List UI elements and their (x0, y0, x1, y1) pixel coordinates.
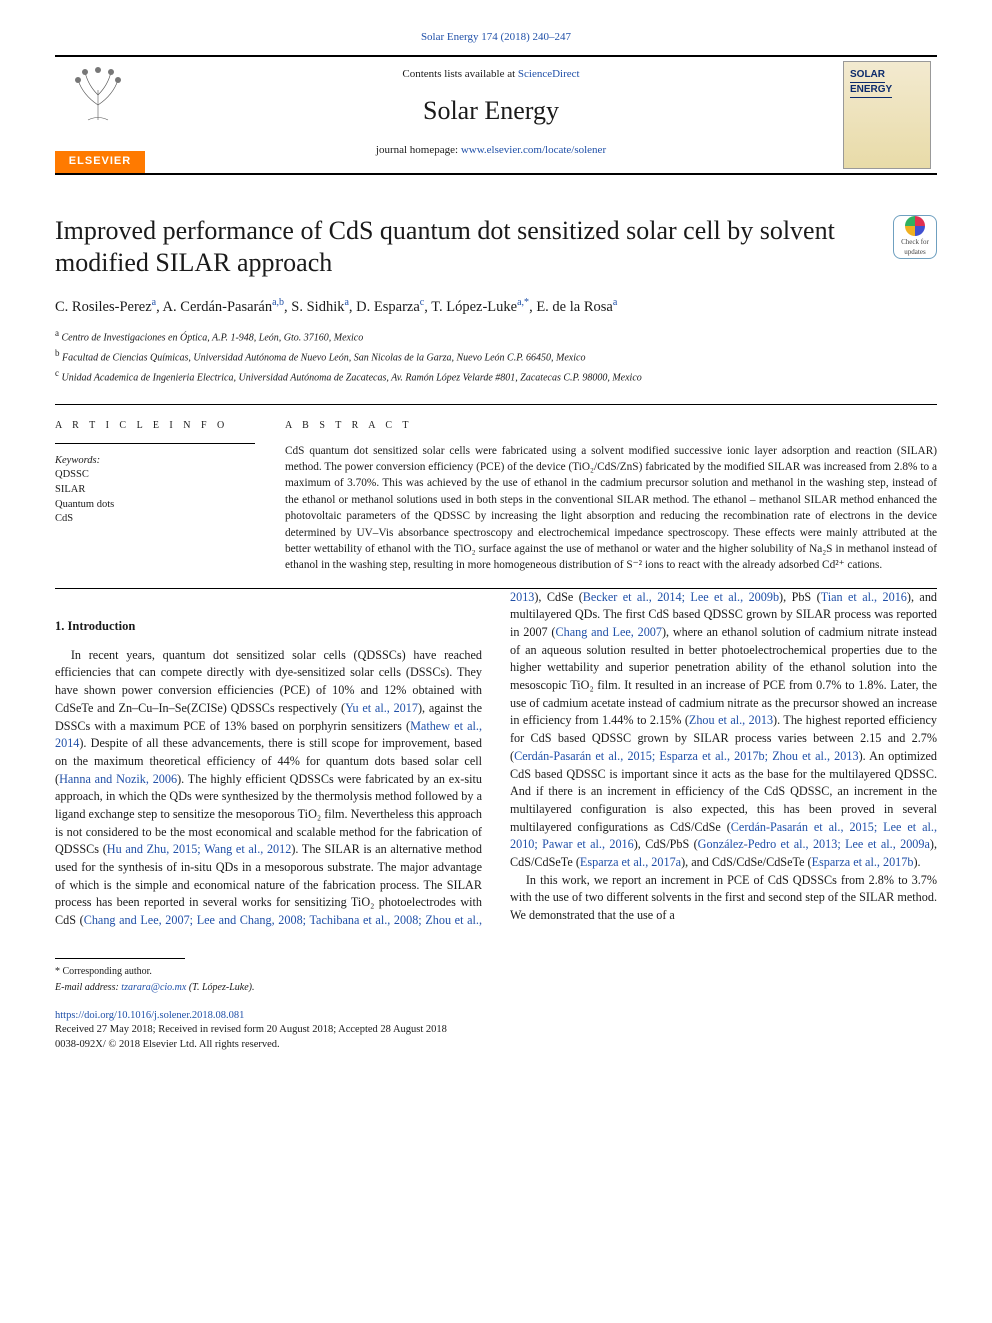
check-for-updates-badge[interactable]: Check for updates (893, 215, 937, 259)
info-abstract-block: A R T I C L E I N F O Keywords: QDSSCSIL… (55, 404, 937, 589)
citation-link[interactable]: Esparza et al., 2017b (812, 855, 914, 869)
doi-link[interactable]: https://doi.org/10.1016/j.solener.2018.0… (55, 1010, 244, 1021)
email-label: E-mail address: (55, 982, 121, 993)
homepage-link[interactable]: www.elsevier.com/locate/solener (461, 144, 606, 156)
citation-link[interactable]: González-Pedro et al., 2013; Lee et al.,… (698, 837, 930, 851)
keywords-label: Keywords: (55, 454, 255, 469)
check-line1: Check for (901, 238, 929, 248)
citation-link[interactable]: Zhou et al., 2013 (689, 713, 773, 727)
issue-citation-link[interactable]: Solar Energy 174 (2018) 240–247 (421, 31, 571, 43)
citation-link[interactable]: Cerdán-Pasarán et al., 2015; Esparza et … (514, 749, 859, 763)
email-link[interactable]: tzarara@cio.mx (121, 982, 186, 993)
article-title: Improved performance of CdS quantum dot … (55, 215, 937, 280)
check-line2: updates (904, 248, 925, 258)
citation-link[interactable]: Chang and Lee, 2007; Lee and Chang, 2008… (84, 590, 535, 927)
body-text: 1. Introduction In recent years, quantum… (55, 589, 937, 930)
citation-link[interactable]: Tian et al., 2016 (821, 590, 907, 604)
elsevier-tree-icon (55, 57, 140, 132)
contents-line-pre: Contents lists available at (402, 68, 517, 80)
keyword-item: CdS (55, 512, 255, 527)
citation-link[interactable]: Hu and Zhu, 2015; Wang et al., 2012 (107, 842, 292, 856)
journal-cover-icon: SOLAR ENERGY (843, 61, 931, 169)
citation-link[interactable]: Hanna and Nozik, 2006 (59, 772, 177, 786)
crossmark-icon (905, 216, 925, 236)
contents-line: Contents lists available at ScienceDirec… (155, 67, 827, 82)
affiliation: c Unidad Academica de Ingenieria Electri… (55, 367, 937, 385)
sciencedirect-link[interactable]: ScienceDirect (518, 68, 580, 80)
article-info-column: A R T I C L E I N F O Keywords: QDSSCSIL… (55, 404, 255, 588)
cover-label-2: ENERGY (850, 83, 892, 98)
elsevier-wordmark: ELSEVIER (55, 151, 145, 172)
cover-thumb-block: SOLAR ENERGY (837, 57, 937, 172)
doi-line: https://doi.org/10.1016/j.solener.2018.0… (55, 1009, 937, 1024)
intro-para-2: In this work, we report an increment in … (510, 872, 937, 925)
keyword-item: SILAR (55, 483, 255, 498)
affiliation: b Facultad de Ciencias Químicas, Univers… (55, 347, 937, 365)
email-author: (T. López-Luke). (186, 982, 254, 993)
affiliation: a Centro de Investigaciones en Óptica, A… (55, 327, 937, 345)
received-line: Received 27 May 2018; Received in revise… (55, 1023, 937, 1038)
section-1-heading: 1. Introduction (55, 617, 482, 635)
abstract-heading: A B S T R A C T (285, 419, 937, 433)
corresponding-author: * Corresponding author. (55, 965, 937, 979)
citation-link[interactable]: Esparza et al., 2017a (580, 855, 681, 869)
masthead: ELSEVIER Contents lists available at Sci… (55, 55, 937, 174)
keyword-item: Quantum dots (55, 498, 255, 513)
footnote-rule (55, 958, 185, 959)
journal-name: Solar Energy (155, 93, 827, 129)
cover-label-1: SOLAR (850, 68, 885, 83)
homepage-line: journal homepage: www.elsevier.com/locat… (155, 143, 827, 158)
citation-link[interactable]: Chang and Lee, 2007 (556, 625, 662, 639)
issue-citation: Solar Energy 174 (2018) 240–247 (55, 30, 937, 45)
article-info-heading: A R T I C L E I N F O (55, 419, 255, 444)
citation-link[interactable]: Becker et al., 2014; Lee et al., 2009b (583, 590, 779, 604)
citation-link[interactable]: Yu et al., 2017 (345, 701, 418, 715)
abstract-text: CdS quantum dot sensitized solar cells w… (285, 443, 937, 574)
issn-line: 0038-092X/ © 2018 Elsevier Ltd. All righ… (55, 1038, 937, 1053)
citation-link[interactable]: Mathew et al., 2014 (55, 719, 482, 751)
authors-line: C. Rosiles-Pereza, A. Cerdán-Pasarána,b,… (55, 296, 937, 317)
homepage-pre: journal homepage: (376, 144, 461, 156)
abstract-column: A B S T R A C T CdS quantum dot sensitiz… (285, 405, 937, 588)
email-line: E-mail address: tzarara@cio.mx (T. López… (55, 981, 937, 995)
masthead-center: Contents lists available at ScienceDirec… (145, 57, 837, 172)
publisher-block: ELSEVIER (55, 57, 145, 172)
keyword-item: QDSSC (55, 468, 255, 483)
